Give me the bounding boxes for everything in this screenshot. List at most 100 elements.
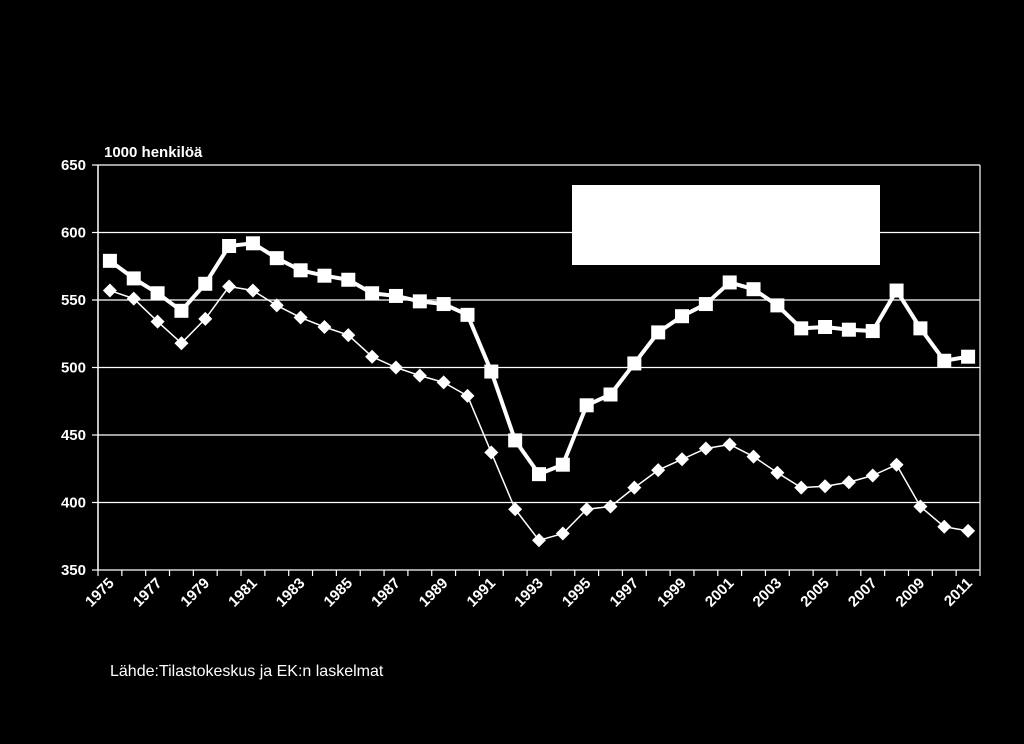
diamond-marker bbox=[341, 328, 356, 343]
diamond-marker bbox=[722, 437, 737, 452]
axes bbox=[92, 164, 981, 576]
diamond-marker bbox=[627, 480, 642, 495]
square-marker bbox=[794, 321, 809, 336]
square-marker bbox=[198, 276, 213, 291]
diamond-marker bbox=[174, 336, 189, 351]
square-marker bbox=[436, 297, 451, 312]
square-marker bbox=[627, 356, 642, 371]
diamond-marker bbox=[698, 441, 713, 456]
square-marker bbox=[126, 271, 141, 286]
square-marker bbox=[412, 294, 427, 309]
x-tick-label: 1981 bbox=[225, 575, 261, 611]
x-tick-label: 2005 bbox=[797, 575, 833, 611]
square-marker bbox=[722, 275, 737, 290]
y-tick-label: 600 bbox=[61, 225, 86, 242]
x-tick-label: 2003 bbox=[750, 575, 786, 611]
x-tick-label: 1995 bbox=[559, 575, 595, 611]
square-marker bbox=[818, 320, 833, 334]
x-tick-label: 1979 bbox=[177, 575, 213, 611]
square-marker bbox=[865, 324, 880, 339]
square-marker bbox=[889, 283, 904, 298]
square-marker bbox=[770, 298, 785, 313]
diamond-marker bbox=[126, 291, 141, 306]
diamond-marker bbox=[651, 463, 666, 478]
diamond-marker bbox=[293, 310, 308, 325]
y-tick-label: 500 bbox=[61, 360, 86, 377]
diamond-marker bbox=[603, 499, 618, 514]
diamond-marker bbox=[102, 283, 117, 298]
diamond-marker bbox=[150, 314, 165, 329]
square-marker bbox=[913, 321, 928, 336]
diamond-marker bbox=[961, 523, 976, 538]
square-marker bbox=[317, 268, 332, 283]
x-tick-label: 1975 bbox=[82, 575, 118, 611]
diamond-marker bbox=[245, 283, 260, 298]
diamond-marker bbox=[746, 449, 761, 464]
square-marker bbox=[222, 239, 237, 253]
diamond-marker bbox=[770, 465, 785, 480]
legend-box bbox=[572, 185, 880, 265]
square-marker bbox=[961, 349, 976, 364]
y-tick-label: 350 bbox=[61, 562, 86, 579]
square-marker bbox=[269, 251, 284, 266]
square-marker bbox=[245, 236, 260, 251]
square-marker bbox=[484, 364, 499, 379]
x-tick-label: 1993 bbox=[511, 575, 547, 611]
square-marker bbox=[341, 272, 356, 287]
square-marker bbox=[603, 387, 618, 402]
square-marker bbox=[937, 353, 952, 368]
y-tick-label: 450 bbox=[61, 427, 86, 444]
diamond-marker bbox=[675, 452, 690, 467]
y-tick-label: 550 bbox=[61, 292, 86, 309]
x-tick-labels: 1975 1977 1979 1981 1983 1985 1987 1989 1991 1993… bbox=[82, 575, 976, 611]
y-tick-label: 650 bbox=[61, 157, 86, 174]
gridlines bbox=[98, 164, 980, 571]
diamond-marker bbox=[198, 311, 213, 326]
diamond-marker bbox=[937, 519, 952, 534]
x-tick-label: 1997 bbox=[607, 575, 643, 611]
diamond-marker bbox=[484, 445, 499, 460]
x-tick-label: 1977 bbox=[130, 575, 166, 611]
y-axis-unit-label: 1000 henkilöä bbox=[104, 144, 203, 161]
x-tick-label: 2011 bbox=[941, 575, 976, 610]
diamond-marker bbox=[436, 375, 451, 390]
diamond-marker bbox=[412, 368, 427, 383]
x-tick-label: 1987 bbox=[368, 575, 404, 611]
x-tick-label: 2007 bbox=[845, 575, 881, 611]
data-series bbox=[102, 236, 976, 548]
diamond-marker bbox=[508, 502, 523, 517]
square-marker bbox=[841, 322, 856, 337]
y-tick-labels: 350 400 450 500 550 600 650 bbox=[61, 157, 86, 579]
square-marker bbox=[508, 433, 523, 448]
x-tick-label: 2001 bbox=[702, 575, 738, 611]
x-tick-label: 1983 bbox=[273, 575, 309, 611]
diamond-marker bbox=[222, 279, 237, 294]
diamond-marker bbox=[317, 320, 332, 334]
diamond-marker bbox=[579, 502, 594, 517]
y-tick-label: 400 bbox=[61, 495, 86, 512]
diamond-marker bbox=[818, 479, 833, 494]
square-marker bbox=[675, 309, 690, 324]
square-marker bbox=[555, 457, 570, 472]
diamond-marker bbox=[365, 349, 380, 364]
x-tick-label: 1991 bbox=[464, 575, 500, 611]
square-marker bbox=[365, 286, 380, 301]
square-marker bbox=[150, 286, 165, 301]
square-marker bbox=[698, 297, 713, 312]
source-note: Lähde:Tilastokeskus ja EK:n laskelmat bbox=[110, 663, 384, 680]
diamond-marker bbox=[889, 457, 904, 472]
square-marker bbox=[746, 282, 761, 297]
square-marker bbox=[460, 307, 475, 322]
square-marker bbox=[293, 263, 308, 278]
diamond-marker bbox=[460, 388, 475, 403]
diamond-marker bbox=[841, 475, 856, 490]
square-marker bbox=[174, 303, 189, 318]
square-marker bbox=[579, 398, 594, 413]
x-tick-label: 1999 bbox=[654, 575, 690, 611]
square-marker bbox=[102, 253, 117, 268]
x-tick-label: 1985 bbox=[321, 575, 357, 611]
diamond-marker bbox=[794, 480, 809, 495]
x-tick-label: 1989 bbox=[416, 575, 452, 611]
x-tick-label: 2009 bbox=[893, 575, 929, 611]
